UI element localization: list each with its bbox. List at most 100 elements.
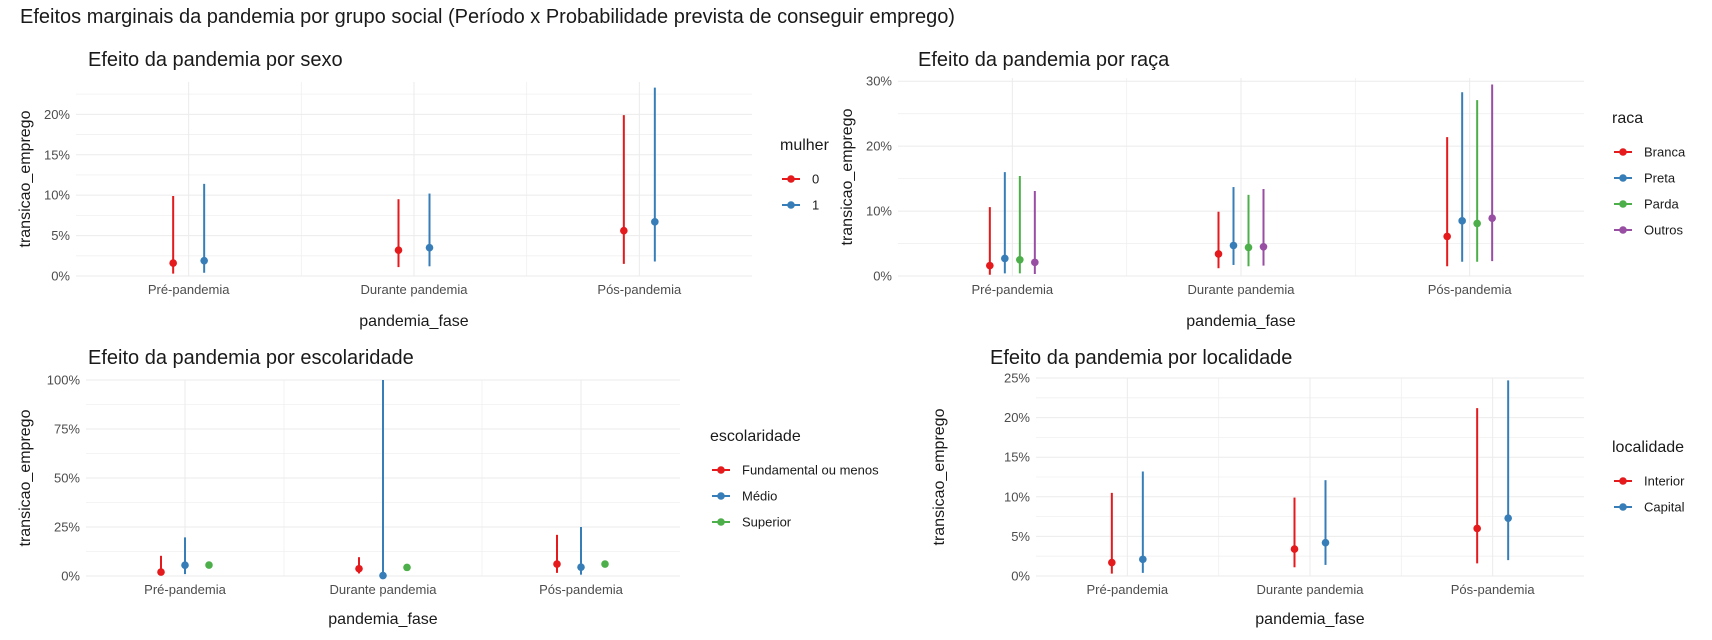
legend-item-label: Superior — [742, 515, 792, 530]
legend-key-point — [787, 201, 795, 209]
legend: mulher 0 1 — [780, 137, 830, 213]
data-point — [394, 246, 403, 254]
y-tick-label: 25% — [54, 520, 80, 535]
y-tick-label: 10% — [866, 204, 892, 219]
legend-title: escolaridade — [710, 428, 801, 445]
x-axis-label: pandemia_fase — [1255, 611, 1365, 628]
legend: raca Branca Preta Parda Outros — [1612, 110, 1686, 238]
x-axis-label: pandemia_fase — [359, 313, 469, 330]
y-axis-label: transicao_emprego — [839, 108, 856, 245]
y-tick-label: 50% — [54, 471, 80, 486]
legend-item-label: Capital — [1644, 500, 1685, 515]
data-point — [1001, 254, 1009, 263]
legend-item-label: Parda — [1644, 197, 1679, 212]
x-tick-label: Pós-pandemia — [597, 282, 682, 297]
x-axis-label: pandemia_fase — [328, 611, 438, 628]
x-tick-label: Durante pandemia — [330, 582, 438, 597]
chart-panel-3: 0% 25% 50% 75% 100% Pré-pandemia Durante pande… — [17, 347, 879, 628]
data-point — [1458, 217, 1466, 225]
data-point — [403, 563, 411, 572]
panel-title: Efeito da pandemia por sexo — [88, 49, 343, 71]
y-tick-label: 15% — [1004, 450, 1030, 465]
data-point — [1229, 241, 1238, 250]
legend-key-point — [1619, 477, 1627, 485]
legend-key-point — [1619, 503, 1627, 511]
data-point — [651, 218, 659, 226]
legend-item-label: Preta — [1644, 171, 1676, 186]
y-tick-label: 0% — [51, 269, 70, 284]
y-tick-label: 30% — [866, 74, 892, 89]
data-point — [169, 259, 177, 267]
y-tick-label: 0% — [1011, 569, 1030, 584]
data-point — [1214, 250, 1223, 258]
y-tick-label: 100% — [47, 373, 81, 388]
data-point — [1443, 232, 1451, 241]
data-point — [1139, 555, 1147, 564]
legend-item-label: Interior — [1644, 474, 1685, 489]
x-tick-label: Durante pandemia — [361, 282, 469, 297]
data-point — [553, 560, 561, 568]
panel-title: Efeito da pandemia por escolaridade — [88, 347, 414, 369]
y-axis-label: transicao_emprego — [17, 110, 34, 247]
legend-title: raca — [1612, 110, 1643, 127]
legend-item-label: Outros — [1644, 223, 1684, 238]
legend-key-point — [717, 492, 725, 500]
chart-panel-1: 0% 5% 10% 15% 20% Pré-pandemia Durante pandemi… — [17, 49, 830, 330]
figure-title: Efeitos marginais da pandemia por grupo … — [20, 6, 955, 28]
legend-key-point — [1619, 226, 1627, 234]
x-axis-label: pandemia_fase — [1186, 313, 1296, 330]
data-point — [620, 226, 628, 235]
chart-panel-4: 0% 5% 10% 15% 20% 25% Pré-pandemia Durante pand… — [931, 347, 1685, 628]
legend-key-point — [787, 175, 795, 183]
legend-item-label: Branca — [1644, 145, 1686, 160]
data-point — [1259, 242, 1268, 251]
y-tick-label: 75% — [54, 422, 80, 437]
data-point — [601, 560, 609, 568]
x-tick-label: Pós-pandemia — [1451, 582, 1536, 597]
y-tick-label: 15% — [44, 147, 70, 162]
y-tick-label: 20% — [866, 139, 892, 154]
data-point — [379, 571, 387, 580]
data-point — [1016, 255, 1024, 264]
legend-key-point — [717, 518, 725, 526]
data-point — [355, 564, 363, 573]
y-tick-label: 20% — [1004, 410, 1030, 425]
chart-panel-2: 0% 10% 20% 30% Pré-pandemia Durante pandemia P… — [839, 49, 1686, 330]
data-point — [181, 561, 189, 570]
data-point — [577, 563, 585, 571]
data-point — [1031, 258, 1039, 267]
x-tick-label: Pós-pandemia — [1428, 282, 1513, 297]
data-point — [1108, 558, 1116, 567]
data-point — [1473, 219, 1481, 228]
y-tick-label: 5% — [1011, 529, 1030, 544]
legend: localidade Interior Capital — [1612, 439, 1685, 515]
legend-key-point — [1619, 200, 1627, 208]
legend-key-point — [1619, 174, 1627, 182]
y-tick-label: 10% — [1004, 489, 1030, 504]
x-tick-label: Pré-pandemia — [144, 582, 226, 597]
y-axis-label: transicao_emprego — [17, 409, 34, 546]
legend-title: localidade — [1612, 439, 1684, 456]
x-tick-label: Pré-pandemia — [972, 282, 1054, 297]
data-point — [157, 568, 165, 576]
data-point — [1321, 538, 1330, 547]
x-tick-label: Pré-pandemia — [1087, 582, 1169, 597]
data-point — [986, 261, 994, 270]
legend-item-label: Fundamental ou menos — [742, 463, 879, 478]
y-tick-label: 10% — [44, 188, 70, 203]
panel-title: Efeito da pandemia por raça — [918, 49, 1170, 71]
data-point — [200, 256, 208, 265]
data-point — [1290, 545, 1299, 553]
legend-item-label: Médio — [742, 489, 777, 504]
y-tick-label: 0% — [873, 269, 892, 284]
data-point — [1488, 214, 1496, 223]
x-tick-label: Durante pandemia — [1257, 582, 1365, 597]
legend-key-point — [1619, 148, 1627, 156]
data-point — [205, 561, 213, 569]
x-tick-label: Durante pandemia — [1188, 282, 1296, 297]
legend-item-label: 0 — [812, 172, 819, 187]
y-axis-label: transicao_emprego — [931, 408, 948, 545]
legend-title: mulher — [780, 137, 830, 154]
panel-title: Efeito da pandemia por localidade — [990, 347, 1292, 369]
legend-item-label: 1 — [812, 198, 819, 213]
